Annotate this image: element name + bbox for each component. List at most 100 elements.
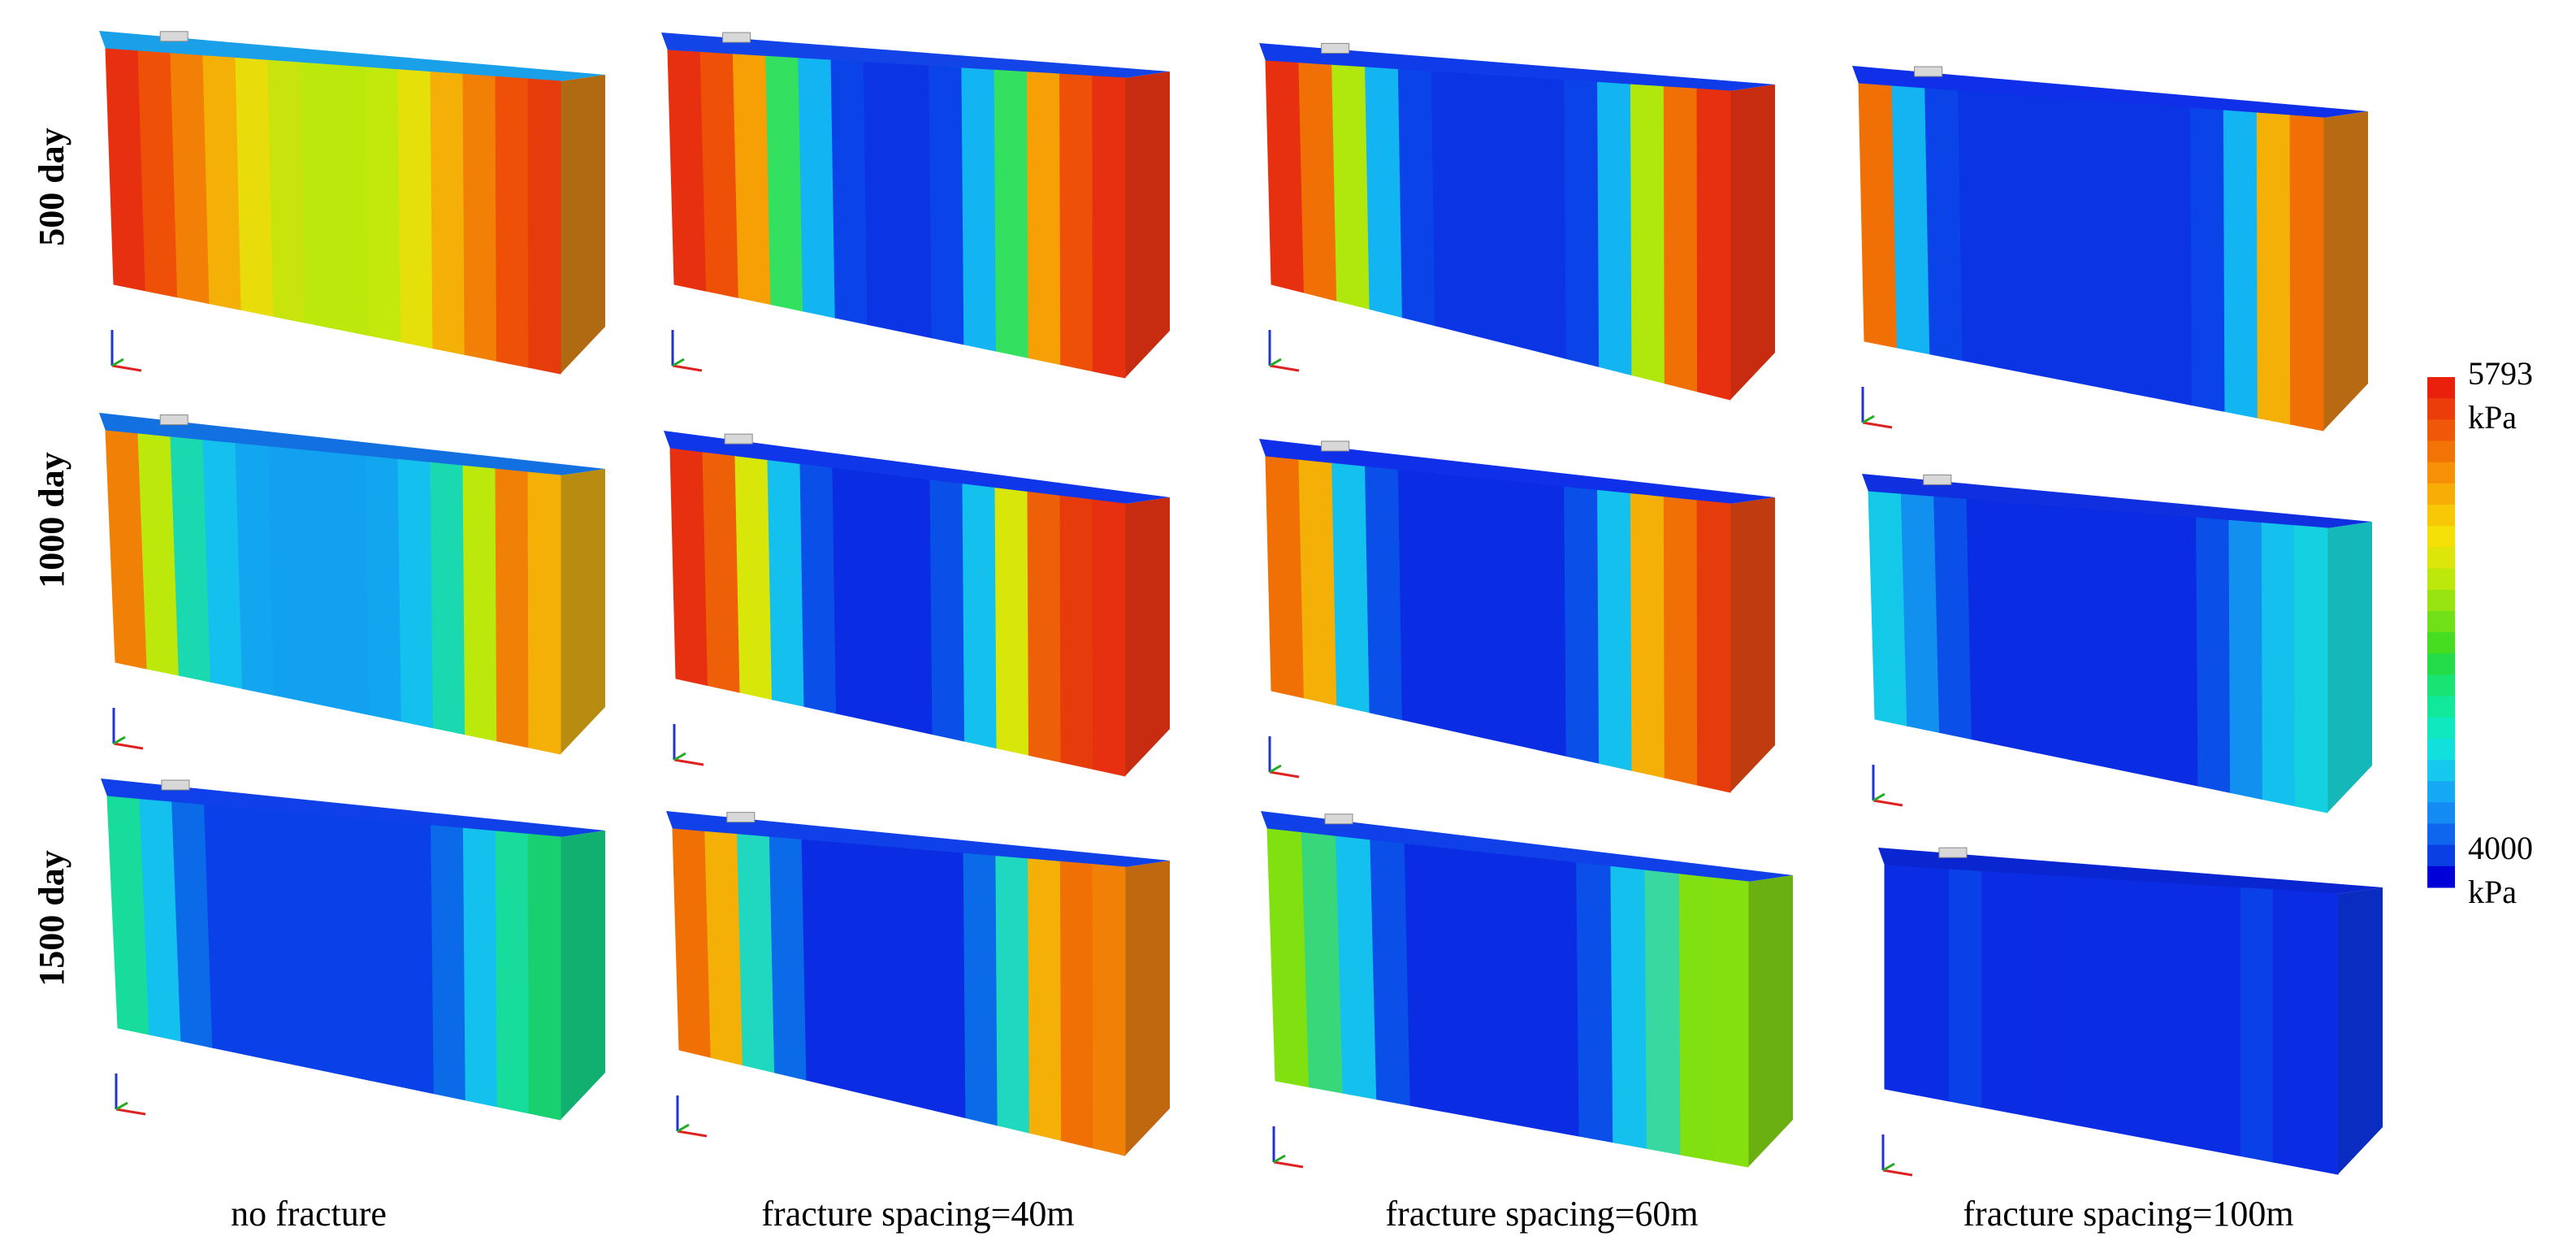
block-front-band	[1431, 71, 1469, 335]
block-right-face	[1125, 497, 1170, 776]
well-marker	[1914, 66, 1943, 77]
block-front-band	[672, 828, 712, 1058]
block-front-band	[1092, 864, 1126, 1156]
block-right-face	[561, 469, 605, 754]
reservoir-block-2-4	[1862, 474, 2372, 813]
color-bar-cell	[2427, 419, 2455, 441]
color-bar-cell	[2427, 398, 2455, 420]
block-top-face	[1259, 439, 1775, 504]
column-label-no-fracture: no fracture	[231, 1194, 387, 1234]
axis-y-icon	[673, 752, 686, 761]
block-front-band	[737, 834, 776, 1074]
block-front-band	[527, 833, 561, 1121]
axis-x-icon	[1862, 421, 1893, 429]
color-bar-cell	[2427, 696, 2455, 718]
block-top-face	[1259, 43, 1775, 91]
well-marker	[1923, 474, 1952, 485]
block-front-band	[1298, 459, 1338, 706]
axis-x-icon	[111, 364, 142, 372]
block-front-band	[366, 819, 403, 1088]
block-front-band	[2223, 110, 2258, 419]
reservoir-block-2-1	[99, 413, 605, 755]
block-front-band	[1949, 869, 1983, 1108]
block-front-band	[962, 484, 998, 749]
block-right-face	[2323, 111, 2368, 431]
block-front-band	[2272, 889, 2306, 1169]
block-front-band	[2176, 883, 2210, 1151]
axis-x-icon	[1273, 1160, 1304, 1169]
block-front-band	[268, 810, 309, 1069]
block-front-band	[430, 462, 466, 735]
reservoir-block-2-2	[664, 431, 1170, 777]
block-front-band	[667, 50, 708, 292]
panel-grid	[99, 31, 2383, 1177]
block-front-band	[929, 65, 965, 345]
block-front-band	[1884, 865, 1918, 1096]
block-front-band	[2305, 891, 2339, 1175]
block-front-band	[1027, 491, 1062, 763]
block-front-band	[1990, 93, 2029, 374]
block-top-face	[99, 31, 605, 81]
block-front-band	[527, 78, 561, 375]
block-front-band	[1916, 866, 1950, 1102]
block-front-band	[2208, 885, 2241, 1157]
block-front-band	[1891, 85, 1931, 355]
reservoir-block-3-4	[1878, 847, 2383, 1177]
block-front-band	[2157, 105, 2193, 406]
block-front-band	[704, 831, 743, 1066]
color-bar-cell	[2427, 844, 2455, 867]
block-front-band	[332, 64, 370, 336]
block-front-band	[1900, 493, 1941, 734]
block-front-band	[2032, 504, 2070, 760]
block-front-band	[767, 460, 805, 707]
color-bar-cell	[2427, 781, 2455, 803]
block-front-band	[495, 831, 530, 1114]
color-bar-cell	[2427, 675, 2455, 696]
block-front-band	[300, 62, 338, 330]
axis-y-icon	[1269, 358, 1282, 367]
block-front-band	[1564, 80, 1600, 368]
block-front-band	[235, 57, 274, 317]
block-front-band	[801, 839, 839, 1089]
block-front-band	[2143, 881, 2177, 1145]
color-bar-max-value: 5793	[2468, 355, 2533, 392]
color-bar-cell	[2427, 589, 2455, 612]
block-front-band	[495, 468, 530, 748]
block-front-band	[1404, 844, 1445, 1113]
block-front-band	[1597, 489, 1633, 771]
block-front-band	[2294, 525, 2328, 813]
block-front-band	[2261, 523, 2296, 807]
block-right-face	[561, 831, 605, 1120]
block-right-face	[1125, 861, 1170, 1156]
reservoir-block-1-4	[1852, 66, 2368, 432]
axis-x-icon	[115, 1108, 146, 1116]
block-front-band	[267, 446, 307, 703]
axis-x-icon	[673, 758, 704, 766]
well-marker	[726, 812, 755, 823]
block-front-band	[798, 58, 836, 319]
block-front-band	[430, 72, 465, 356]
block-right-face	[1730, 497, 1775, 792]
axis-x-icon	[672, 364, 703, 372]
color-bar-max-unit: kPa	[2468, 399, 2517, 436]
block-front-band	[2090, 100, 2128, 393]
block-front-band	[1365, 466, 1403, 721]
color-bar-cell	[2427, 653, 2455, 675]
block-front-band	[1868, 491, 1908, 727]
color-bar-cell	[2427, 505, 2455, 527]
block-front-band	[1981, 870, 2015, 1114]
block-front-band	[1696, 500, 1731, 793]
block-front-band	[1365, 67, 1403, 319]
reservoir-block-3-2	[666, 811, 1170, 1156]
block-front-band	[864, 471, 902, 728]
block-front-band	[1331, 64, 1370, 310]
block-front-band	[2124, 102, 2160, 400]
block-front-band	[1696, 88, 1731, 401]
column-label-spacing-100m: fracture spacing=100m	[1963, 1194, 2293, 1234]
block-front-band	[1431, 473, 1469, 735]
block-front-band	[431, 825, 466, 1101]
block-front-band	[2111, 878, 2145, 1139]
block-front-band	[1541, 858, 1580, 1137]
block-front-band	[462, 465, 498, 742]
